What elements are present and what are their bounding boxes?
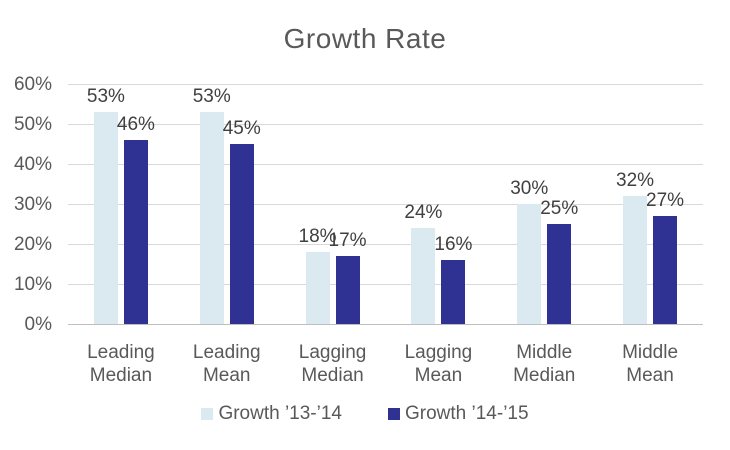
bar-data-label: 30% xyxy=(510,178,549,199)
bar-data-label: 53% xyxy=(86,86,125,107)
bar-data-label: 53% xyxy=(192,86,231,107)
y-tick-label: 60% xyxy=(13,74,52,95)
legend-swatch-icon xyxy=(201,408,214,420)
category-label: Leading Mean xyxy=(192,342,261,386)
plot-area: 53% 46% 53% 45% 18% 17% 24% 16% 30% 25% 32% 27% xyxy=(68,84,703,325)
bar-data-label: 24% xyxy=(404,202,443,223)
y-tick-label: 40% xyxy=(13,154,52,175)
bar-groups: 53% 46% 53% 45% 18% 17% 24% 16% 30% 25% 32% 27% xyxy=(68,85,703,324)
bar-series-1: 30% xyxy=(510,178,548,324)
bar-group: 53% 46% xyxy=(68,85,174,324)
bar-series-1: 53% xyxy=(193,86,231,324)
bar-series-2: 25% xyxy=(540,198,578,324)
bar-series-2: 27% xyxy=(646,190,684,324)
bar-series-2: 17% xyxy=(329,230,367,324)
bar-group: 32% 27% xyxy=(597,85,703,324)
bar-data-label: 45% xyxy=(222,118,261,139)
bar-series-1: 53% xyxy=(87,86,125,324)
bar-group: 30% 25% xyxy=(491,85,597,324)
bar-series-2: 46% xyxy=(117,114,155,324)
bar-data-label: 27% xyxy=(646,190,685,211)
y-tick-label: 20% xyxy=(13,234,52,255)
y-axis-labels: 0% 10% 20% 30% 40% 50% 60% xyxy=(0,74,58,335)
y-tick-label: 10% xyxy=(13,274,52,295)
legend-label: Growth ’13-’14 xyxy=(218,403,342,424)
y-tick-label: 50% xyxy=(13,114,52,135)
legend: Growth ’13-’14 Growth ’14-’15 xyxy=(0,403,730,425)
bar-data-label: 46% xyxy=(116,114,155,135)
bar-series-2: 16% xyxy=(434,234,472,324)
bar-group: 53% 45% xyxy=(174,85,280,324)
bar-data-label: 18% xyxy=(298,226,337,247)
gridline xyxy=(68,164,703,165)
bar-series-1: 32% xyxy=(616,170,654,324)
category-label: Middle Mean xyxy=(622,342,679,386)
gridline xyxy=(68,204,703,205)
bar-group: 24% 16% xyxy=(385,85,491,324)
category-label: Lagging Median xyxy=(298,342,367,386)
bar-group: 18% 17% xyxy=(280,85,386,324)
x-axis-labels: Leading Median Leading Mean Lagging Median… xyxy=(68,341,703,387)
gridline xyxy=(68,124,703,125)
bar-data-label: 16% xyxy=(434,234,473,255)
legend-item: Growth ’14-’15 xyxy=(388,403,529,425)
legend-swatch-icon xyxy=(388,408,400,420)
bar-series-1: 24% xyxy=(404,202,442,324)
bar-data-label: 32% xyxy=(616,170,655,191)
legend-label: Growth ’14-’15 xyxy=(405,403,529,424)
category-label: Lagging Mean xyxy=(404,342,473,386)
gridline xyxy=(68,244,703,245)
legend-item: Growth ’13-’14 xyxy=(201,403,342,425)
bar-series-2: 45% xyxy=(223,118,261,324)
category-label: Leading Median xyxy=(87,342,155,386)
chart-title: Growth Rate xyxy=(283,23,447,54)
y-tick-label: 0% xyxy=(24,314,52,335)
bar-data-label: 17% xyxy=(328,230,367,251)
gridline xyxy=(68,84,703,85)
bar-series-1: 18% xyxy=(299,226,337,324)
bar-data-label: 25% xyxy=(540,198,579,219)
gridline xyxy=(68,284,703,285)
category-label: Middle Median xyxy=(513,342,576,386)
y-tick-label: 30% xyxy=(13,194,52,215)
